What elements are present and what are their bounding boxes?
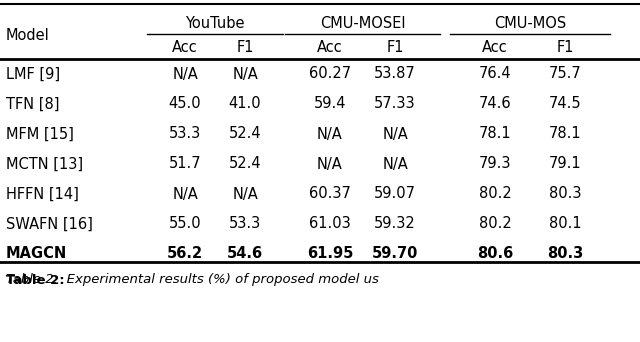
Text: F1: F1 [556,39,573,54]
Text: 61.03: 61.03 [309,216,351,232]
Text: 54.6: 54.6 [227,247,263,262]
Text: N/A: N/A [317,157,343,171]
Text: N/A: N/A [172,186,198,201]
Text: CMU-MOSEI: CMU-MOSEI [320,16,405,31]
Text: 53.3: 53.3 [229,216,261,232]
Text: 59.70: 59.70 [372,247,418,262]
Text: MCTN [13]: MCTN [13] [6,157,83,171]
Text: 53.87: 53.87 [374,66,416,81]
Text: MFM [15]: MFM [15] [6,127,74,142]
Text: 51.7: 51.7 [169,157,202,171]
Text: 79.3: 79.3 [479,157,511,171]
Text: 75.7: 75.7 [548,66,581,81]
Text: 60.27: 60.27 [309,66,351,81]
Text: 59.4: 59.4 [314,96,346,111]
Text: 78.1: 78.1 [548,127,581,142]
Text: 53.3: 53.3 [169,127,201,142]
Text: 74.6: 74.6 [479,96,511,111]
Text: Model: Model [6,28,50,43]
Text: 59.32: 59.32 [374,216,416,232]
Text: F1: F1 [236,39,253,54]
Text: 52.4: 52.4 [228,127,261,142]
Text: 45.0: 45.0 [169,96,202,111]
Text: 80.2: 80.2 [479,216,511,232]
Text: SWAFN [16]: SWAFN [16] [6,216,93,232]
Text: 59.07: 59.07 [374,186,416,201]
Text: 74.5: 74.5 [548,96,581,111]
Text: Table 2:: Table 2: [6,274,65,287]
Text: CMU-MOS: CMU-MOS [494,16,566,31]
Text: 80.6: 80.6 [477,247,513,262]
Text: 60.37: 60.37 [309,186,351,201]
Text: LMF [9]: LMF [9] [6,66,60,81]
Text: 79.1: 79.1 [548,157,581,171]
Text: HFFN [14]: HFFN [14] [6,186,79,201]
Text: N/A: N/A [232,66,258,81]
Text: 80.1: 80.1 [548,216,581,232]
Text: 57.33: 57.33 [374,96,416,111]
Text: 41.0: 41.0 [228,96,261,111]
Text: N/A: N/A [172,66,198,81]
Text: Acc: Acc [172,39,198,54]
Text: Table 2:  Experimental results (%) of proposed model us: Table 2: Experimental results (%) of pro… [6,274,379,287]
Text: F1: F1 [387,39,404,54]
Text: N/A: N/A [317,127,343,142]
Text: N/A: N/A [382,157,408,171]
Text: 80.3: 80.3 [548,186,581,201]
Text: 56.2: 56.2 [167,247,203,262]
Text: 80.3: 80.3 [547,247,583,262]
Text: 55.0: 55.0 [169,216,202,232]
Text: N/A: N/A [232,186,258,201]
Text: 61.95: 61.95 [307,247,353,262]
Text: 78.1: 78.1 [479,127,511,142]
Text: MAGCN: MAGCN [6,247,67,262]
Text: YouTube: YouTube [185,16,244,31]
Text: N/A: N/A [382,127,408,142]
Text: Acc: Acc [482,39,508,54]
Text: 80.2: 80.2 [479,186,511,201]
Text: TFN [8]: TFN [8] [6,96,60,111]
Text: Acc: Acc [317,39,343,54]
Text: 76.4: 76.4 [479,66,511,81]
Text: 52.4: 52.4 [228,157,261,171]
